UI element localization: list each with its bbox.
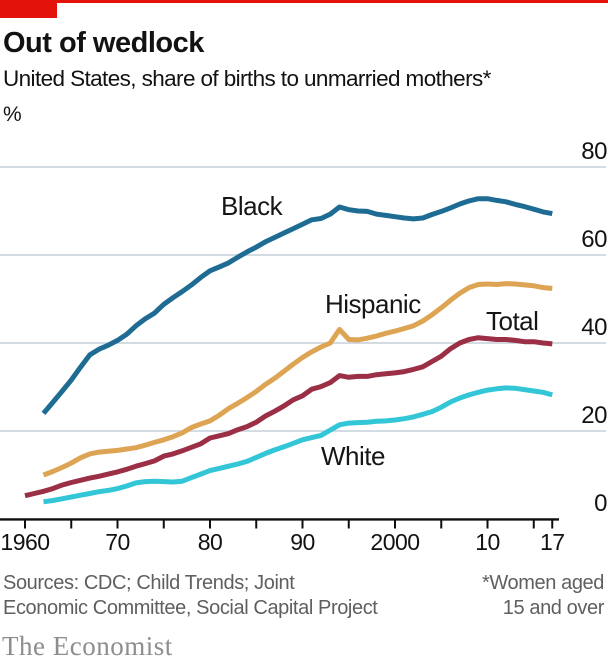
- x-axis-label: 2000: [370, 529, 420, 555]
- x-axis-label: 90: [290, 529, 315, 555]
- series-line-total: [24, 335, 553, 499]
- series-label-hispanic: Hispanic: [325, 289, 421, 319]
- masthead-red-tab: [0, 3, 57, 18]
- masthead-rule: [0, 0, 608, 3]
- y-axis-label: 0: [594, 490, 607, 517]
- y-axis-label: 80: [581, 138, 607, 165]
- chart-title: Out of wedlock: [3, 27, 204, 59]
- x-axis-label: 1960: [0, 529, 50, 555]
- x-axis-label: 70: [105, 529, 130, 555]
- x-axis-label: 10: [475, 529, 500, 555]
- sources-line-1: Sources: CDC; Child Trends; Joint: [3, 572, 295, 594]
- series-label-black: Black: [221, 191, 283, 221]
- series-label-total: Total: [486, 306, 539, 336]
- unit-label: %: [3, 103, 22, 126]
- series-label-white: White: [321, 441, 385, 471]
- series-line-hispanic: [42, 281, 553, 478]
- sources-line-2: Economic Committee, Social Capital Proje…: [3, 597, 378, 619]
- footnote-line-1: *Women aged: [482, 572, 604, 594]
- y-axis-label: 40: [581, 314, 607, 341]
- footnote-line-2: 15 and over: [502, 597, 605, 619]
- x-axis-label: 17: [539, 529, 565, 555]
- series-line-white: [43, 385, 553, 505]
- chart-subtitle: United States, share of births to unmarr…: [3, 66, 491, 91]
- y-axis-label: 60: [581, 226, 607, 253]
- economist-brand: The Economist: [2, 631, 173, 661]
- series-line-black: [41, 196, 553, 416]
- y-axis-label: 20: [581, 402, 607, 429]
- x-axis-label: 80: [197, 529, 223, 555]
